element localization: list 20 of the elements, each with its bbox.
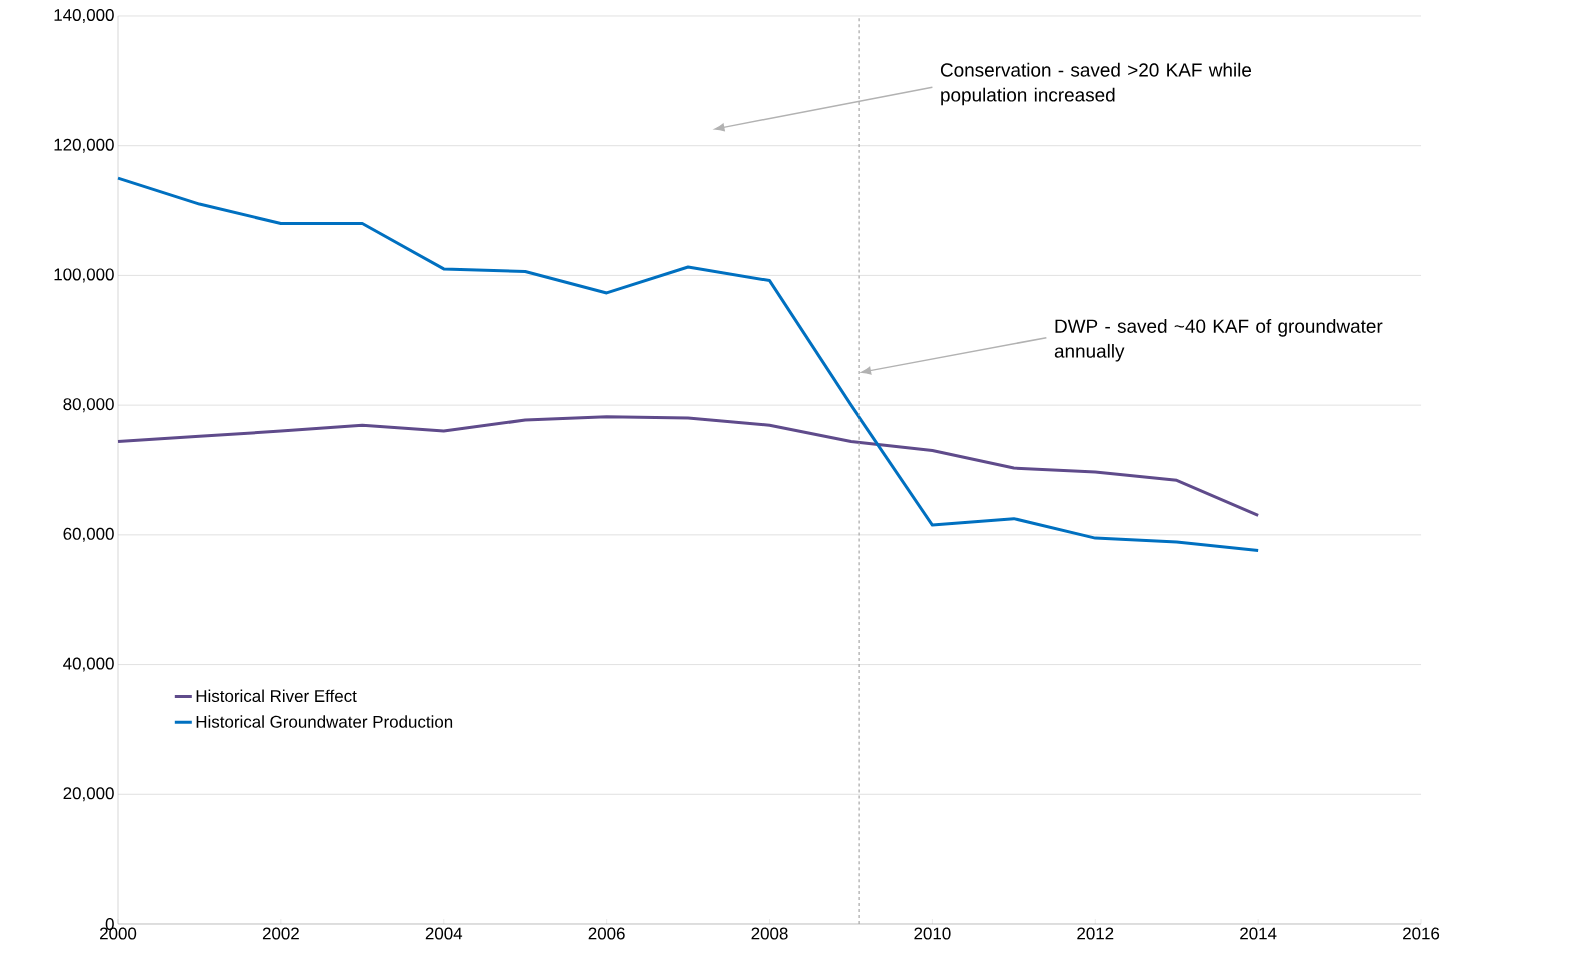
annotation: Conservation - saved >20 KAF while population increased xyxy=(940,62,1252,106)
x-tick-label: 2014 xyxy=(1240,927,1277,940)
y-tick-label: 60,000 xyxy=(63,527,114,542)
x-tick-label: 2006 xyxy=(588,927,625,940)
x-tick-label: 2012 xyxy=(1077,927,1114,940)
legend-label: Historical Groundwater Production xyxy=(196,715,453,728)
y-tick-label: 40,000 xyxy=(63,657,114,672)
x-tick-label: 2016 xyxy=(1403,927,1440,940)
y-tick-label: 20,000 xyxy=(63,787,114,802)
x-tick-label: 2004 xyxy=(425,927,463,940)
x-tick-label: 2008 xyxy=(751,927,788,940)
y-tick-label: 120,000 xyxy=(54,138,114,153)
x-tick-label: 2002 xyxy=(262,927,299,940)
x-tick-label: 2010 xyxy=(914,927,951,940)
line-series xyxy=(116,415,1260,517)
y-tick-label: 80,000 xyxy=(63,398,114,413)
annotation: DWP - saved ~40 KAF of groundwater annually xyxy=(1054,318,1383,362)
y-tick-label: 140,000 xyxy=(54,8,114,23)
legend-label: Historical River Effect xyxy=(196,689,357,703)
y-tick-label: 100,000 xyxy=(54,268,114,283)
